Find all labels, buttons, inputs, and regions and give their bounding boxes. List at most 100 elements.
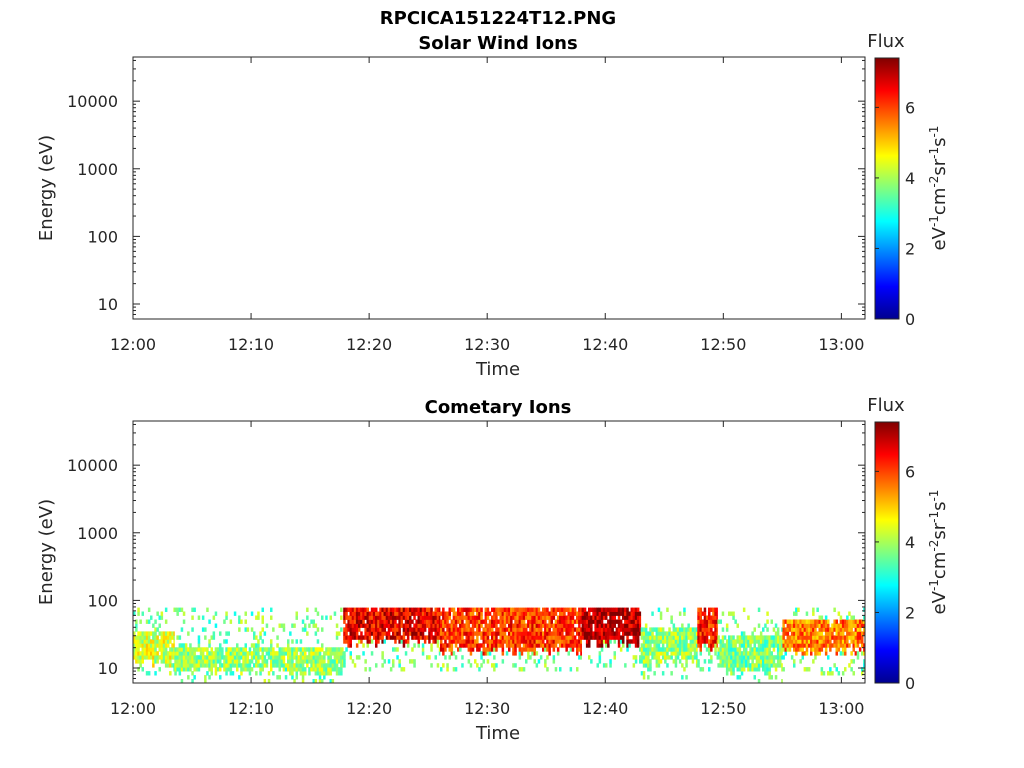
flux-cell xyxy=(730,647,733,652)
flux-cell xyxy=(548,643,551,648)
flux-cell xyxy=(619,647,623,652)
flux-cell xyxy=(419,627,423,632)
flux-cell xyxy=(187,651,190,656)
flux-cell xyxy=(358,619,361,624)
flux-cell xyxy=(150,639,153,644)
flux-cell xyxy=(774,639,778,644)
flux-cell xyxy=(697,659,700,664)
flux-cell xyxy=(585,639,589,644)
flux-cell xyxy=(721,659,725,664)
flux-cell xyxy=(588,607,591,612)
flux-cell xyxy=(438,619,441,624)
flux-cell xyxy=(484,627,488,632)
flux-cell xyxy=(474,659,477,664)
flux-cell xyxy=(263,659,267,664)
flux-cell xyxy=(529,619,532,624)
flux-cell xyxy=(590,627,593,632)
flux-cell xyxy=(814,631,817,636)
flux-cell xyxy=(491,623,494,628)
flux-cell xyxy=(360,615,363,620)
flux-cell xyxy=(837,627,841,632)
flux-cell xyxy=(535,631,539,636)
flux-cell xyxy=(417,643,420,648)
flux-cell xyxy=(484,635,488,640)
flux-cell xyxy=(195,663,199,668)
flux-cell xyxy=(469,647,473,652)
flux-cell xyxy=(426,655,429,660)
flux-cell xyxy=(438,635,441,640)
flux-cell xyxy=(488,639,492,644)
flux-cell xyxy=(786,627,790,632)
flux-cell xyxy=(858,631,862,636)
flux-cell xyxy=(835,647,838,652)
flux-cell xyxy=(505,615,509,620)
flux-cell xyxy=(571,611,575,616)
flux-cell xyxy=(229,659,233,664)
flux-cell xyxy=(609,635,612,640)
flux-cell xyxy=(728,655,731,660)
flux-cell xyxy=(325,671,328,676)
flux-cell xyxy=(139,631,142,636)
flux-cell xyxy=(436,643,440,648)
flux-cell xyxy=(837,623,841,628)
flux-cell xyxy=(642,631,646,636)
flux-cell xyxy=(655,647,659,652)
flux-cell xyxy=(736,623,739,628)
flux-cell xyxy=(518,619,522,624)
flux-cell xyxy=(716,627,718,632)
flux-cell xyxy=(747,651,750,656)
flux-cell xyxy=(516,615,519,620)
flux-cell xyxy=(742,667,746,672)
flux-cell xyxy=(476,623,479,628)
flux-cell xyxy=(191,655,194,660)
flux-cell xyxy=(343,651,346,656)
flux-cell xyxy=(644,663,648,668)
flux-cell xyxy=(312,651,315,656)
flux-cell xyxy=(697,623,700,628)
flux-cell xyxy=(432,619,435,624)
flux-cell xyxy=(310,659,313,664)
flux-cell xyxy=(548,611,551,616)
flux-cell xyxy=(308,655,311,660)
flux-cell xyxy=(512,651,515,656)
flux-cell xyxy=(156,651,159,656)
flux-cell xyxy=(440,611,443,616)
flux-cell xyxy=(844,627,847,632)
flux-cell xyxy=(432,627,435,632)
flux-cell xyxy=(759,663,763,668)
flux-cell xyxy=(567,615,570,620)
flux-cell xyxy=(548,651,551,656)
flux-cell xyxy=(508,639,511,644)
flux-cell xyxy=(444,631,447,636)
flux-cell xyxy=(379,611,382,616)
flux-cell xyxy=(863,647,866,652)
flux-cell xyxy=(770,639,773,644)
flux-cell xyxy=(598,623,602,628)
colorbar-tick-label: 6 xyxy=(905,98,915,117)
flux-cell xyxy=(559,643,562,648)
flux-cell xyxy=(531,635,534,640)
flux-cell xyxy=(208,675,211,680)
flux-cell xyxy=(672,651,676,656)
flux-cell xyxy=(448,643,451,648)
flux-cell xyxy=(171,663,174,668)
flux-cell xyxy=(699,627,702,632)
flux-cell xyxy=(394,631,397,636)
flux-cell xyxy=(409,631,412,636)
flux-cell xyxy=(434,655,437,660)
flux-cell xyxy=(701,635,705,640)
flux-cell xyxy=(379,619,382,624)
flux-cell xyxy=(497,639,500,644)
flux-cell xyxy=(514,607,517,612)
flux-cell xyxy=(535,611,539,616)
flux-cell xyxy=(508,623,511,628)
flux-cell xyxy=(861,667,864,672)
flux-cell xyxy=(757,647,761,652)
flux-cell xyxy=(227,651,230,656)
flux-cell xyxy=(762,651,765,656)
flux-cell xyxy=(257,615,260,620)
flux-cell xyxy=(446,643,449,648)
flux-cell xyxy=(666,647,669,652)
flux-cell xyxy=(495,631,498,636)
flux-cell xyxy=(444,655,447,660)
